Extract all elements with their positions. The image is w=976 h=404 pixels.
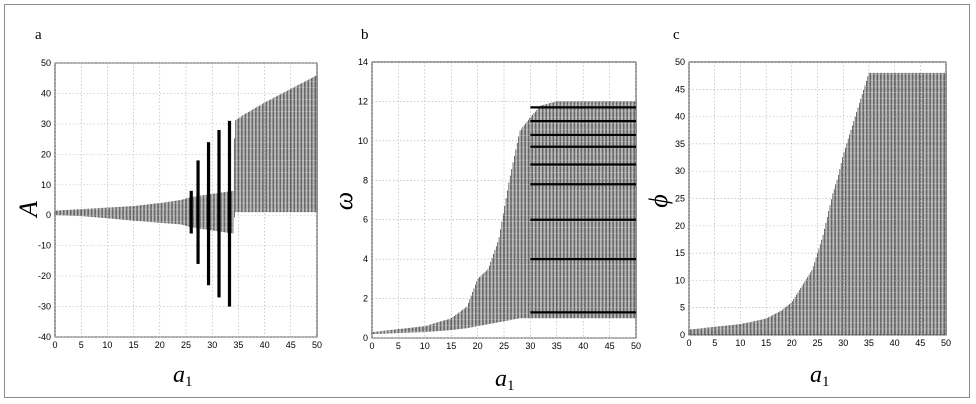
y-tick-label: 50 (675, 57, 685, 67)
x-tick-label: 5 (712, 338, 717, 348)
x-tick-label: 15 (761, 338, 771, 348)
y-tick-label: 40 (675, 112, 685, 122)
x-tick-label: 25 (499, 341, 509, 351)
y-tick-label: 0 (680, 330, 685, 340)
y-tick-label: 35 (675, 139, 685, 149)
x-axis-label-subscript: 1 (185, 374, 193, 390)
data-marks (688, 67, 947, 336)
y-tick-label: -10 (38, 241, 51, 251)
x-tick-label: 50 (312, 340, 322, 350)
x-tick-label: 10 (420, 341, 430, 351)
x-tick-label: 25 (812, 338, 822, 348)
x-axis-label-subscript: 1 (507, 378, 515, 394)
x-tick-label: 15 (129, 340, 139, 350)
spike-bar (227, 120, 232, 307)
x-tick-label: 40 (890, 338, 900, 348)
x-tick-label: 45 (915, 338, 925, 348)
y-tick-label: 30 (41, 119, 51, 129)
x-tick-label: 20 (473, 341, 483, 351)
y-tick-label: 10 (675, 275, 685, 285)
y-tick-label: 30 (675, 166, 685, 176)
panel-a: a 0 5 10 15 20 25 30 35 40 45 50 -40 -30 -20 -10 0 10 20 3… (14, 27, 322, 390)
tick-labels: 0 5 10 15 20 25 30 35 40 45 50 -40 -30 -20 -10 0 10 20 30 4… (38, 58, 322, 350)
spike-bar (206, 142, 211, 286)
panel-b: b 0 5 10 15 20 25 30 35 40 45 50 0 2 4 6 8 10 12 14 a1 ω (329, 27, 641, 394)
panel-c: c 0 5 10 15 20 25 30 35 40 45 50 0 5 10 15 20 25 30 35 40 45… (644, 27, 951, 390)
x-axis-label: a1 (173, 362, 193, 390)
y-axis-label: A (14, 201, 43, 219)
y-tick-label: 4 (363, 254, 368, 264)
y-tick-label: 20 (41, 149, 51, 159)
y-tick-label: 15 (675, 248, 685, 258)
x-tick-label: 35 (864, 338, 874, 348)
x-axis-label-subscript: 1 (822, 374, 830, 390)
x-axis-label-main: a (810, 362, 822, 388)
y-tick-label: 5 (680, 303, 685, 313)
x-tick-label: 20 (155, 340, 165, 350)
y-tick-label: 2 (363, 294, 368, 304)
x-axis-label-main: a (495, 366, 507, 392)
y-tick-label: 14 (358, 57, 368, 67)
spike-bar (196, 160, 200, 264)
x-tick-label: 40 (578, 341, 588, 351)
y-tick-label: 8 (363, 175, 368, 185)
panel-label: c (673, 27, 680, 43)
panel-label: b (361, 27, 369, 43)
x-tick-label: 10 (735, 338, 745, 348)
x-tick-label: 45 (605, 341, 615, 351)
x-tick-label: 15 (446, 341, 456, 351)
x-tick-label: 5 (79, 340, 84, 350)
y-tick-label: -40 (38, 332, 51, 342)
y-tick-label: 50 (41, 58, 51, 68)
x-tick-label: 30 (207, 340, 217, 350)
y-axis-label: ϕ (644, 194, 673, 207)
y-axis-label: ω (329, 192, 358, 210)
data-marks (371, 67, 637, 339)
x-axis-label-main: a (173, 362, 185, 388)
x-tick-label: 30 (838, 338, 848, 348)
x-tick-label: 30 (525, 341, 535, 351)
y-tick-label: 10 (41, 180, 51, 190)
y-tick-label: 0 (46, 210, 51, 220)
figure-frame: a 0 5 10 15 20 25 30 35 40 45 50 -40 -30 -20 -10 0 10 20 3… (4, 4, 970, 398)
x-tick-label: 10 (102, 340, 112, 350)
spike-bar (189, 190, 193, 234)
tick-labels: 0 5 10 15 20 25 30 35 40 45 50 0 5 10 15 20 25 30 35 40 45 50 (675, 57, 951, 348)
y-tick-label: -20 (38, 271, 51, 281)
y-tick-label: 45 (675, 84, 685, 94)
figure: a 0 5 10 15 20 25 30 35 40 45 50-40-30-20-10010203… (14, 27, 951, 394)
y-tick-label: 10 (358, 136, 368, 146)
y-tick-label: 6 (363, 215, 368, 225)
y-tick-label: 20 (675, 221, 685, 231)
panel-label: a (35, 27, 42, 43)
x-tick-label: 35 (233, 340, 243, 350)
y-tick-label: 40 (41, 88, 51, 98)
x-tick-label: 5 (396, 341, 401, 351)
y-tick-label: 25 (675, 194, 685, 204)
x-axis-label: a1 (495, 366, 515, 394)
x-tick-label: 45 (286, 340, 296, 350)
x-tick-label: 50 (941, 338, 951, 348)
x-tick-label: 0 (686, 338, 691, 348)
data-marks (54, 62, 318, 338)
x-tick-label: 0 (369, 341, 374, 351)
y-tick-label: 12 (358, 96, 368, 106)
x-tick-label: 50 (631, 341, 641, 351)
y-tick-label: 0 (363, 333, 368, 343)
y-tick-label: -30 (38, 302, 51, 312)
x-tick-label: 40 (260, 340, 270, 350)
x-tick-label: 20 (787, 338, 797, 348)
x-tick-label: 35 (552, 341, 562, 351)
spike-bar (217, 129, 221, 298)
x-tick-label: 25 (181, 340, 191, 350)
tick-labels: 0 5 10 15 20 25 30 35 40 45 50 0 2 4 6 8 10 12 14 (358, 57, 641, 351)
x-axis-label: a1 (810, 362, 830, 390)
x-tick-label: 0 (52, 340, 57, 350)
